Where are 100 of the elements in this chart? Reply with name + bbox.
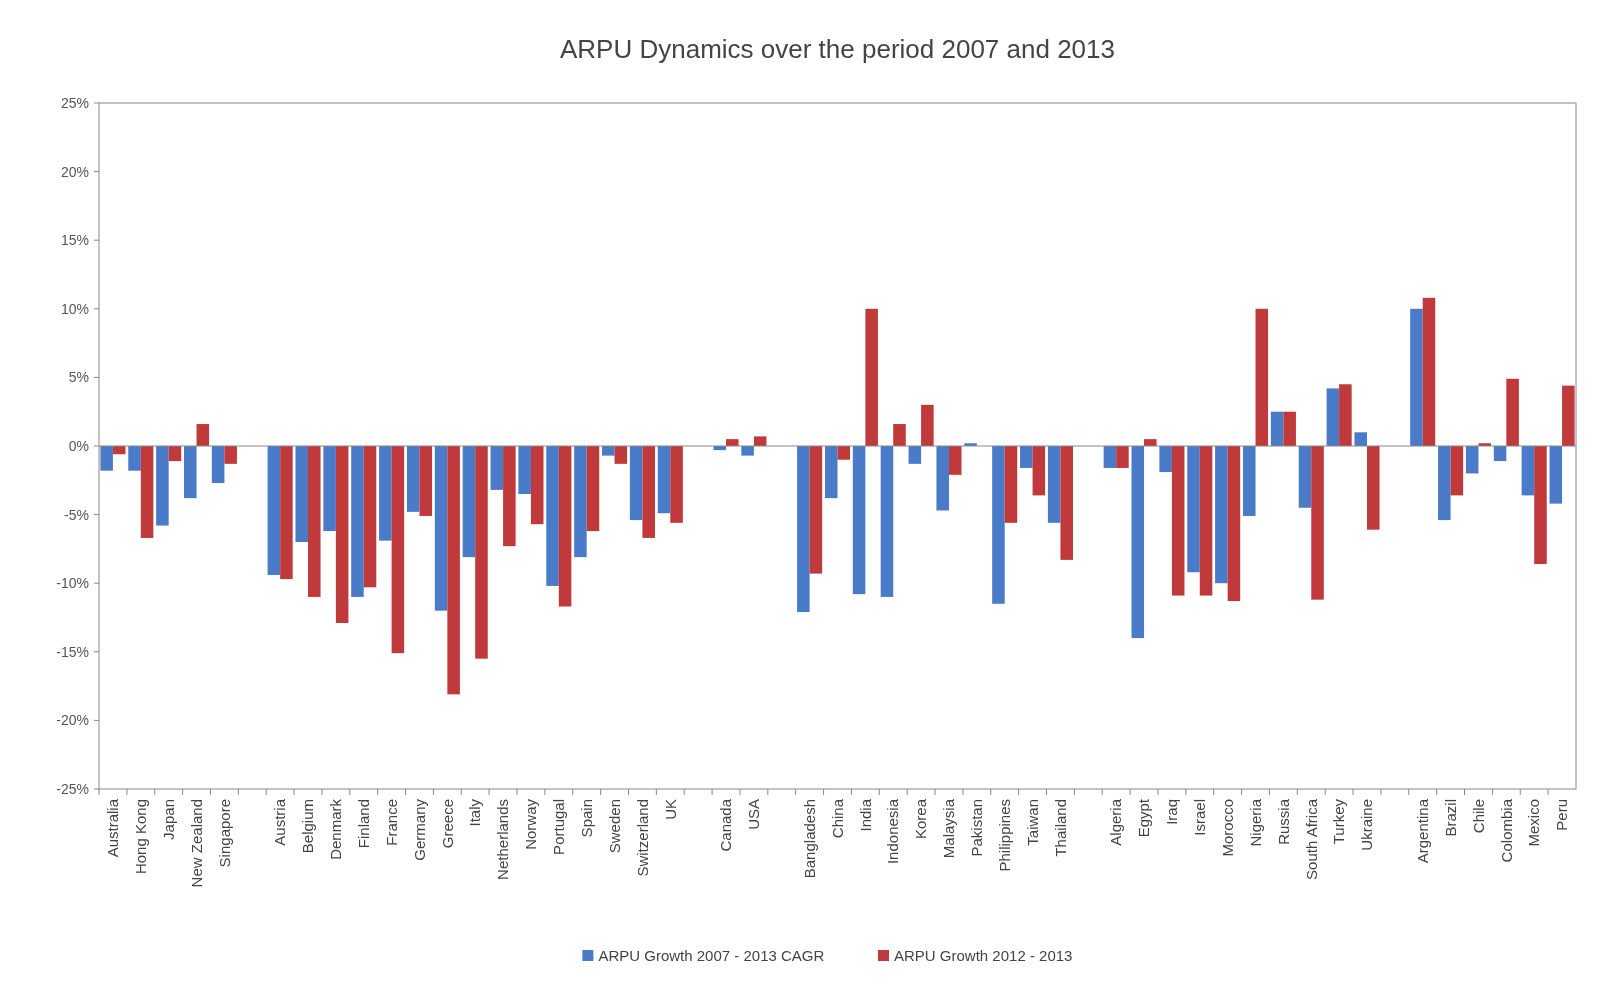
bar	[629, 446, 643, 521]
bar	[490, 446, 504, 490]
x-tick-label: Thailand	[1051, 799, 1069, 857]
x-tick-label: Norway	[522, 798, 540, 850]
x-tick-label: Ukraine	[1358, 799, 1376, 851]
bar	[1199, 446, 1213, 596]
x-tick-label: Bangladesh	[800, 799, 818, 879]
x-tick-label: Japan	[159, 799, 177, 840]
bar	[1506, 378, 1519, 446]
x-tick-label: Denmark	[327, 798, 345, 860]
bar	[574, 446, 587, 558]
bar	[1047, 446, 1061, 523]
legend-label: ARPU Growth 2012 - 2013	[894, 947, 1073, 965]
bar	[880, 446, 894, 597]
bar	[741, 446, 754, 456]
x-tick-label: Egypt	[1135, 798, 1153, 838]
bar	[1534, 446, 1547, 564]
y-tick-label: -15%	[56, 643, 89, 660]
bar	[1270, 411, 1284, 446]
y-tick-label: 20%	[60, 163, 89, 180]
bar	[1339, 384, 1352, 446]
x-tick-label: Taiwan	[1023, 799, 1041, 846]
y-tick-label: -25%	[56, 780, 89, 797]
bar	[1242, 446, 1256, 516]
bar	[753, 436, 767, 446]
bar	[809, 446, 823, 574]
bar	[948, 446, 962, 475]
x-tick-label: Peru	[1553, 799, 1571, 831]
x-tick-label: UK	[661, 799, 679, 820]
x-tick-label: Greece	[438, 799, 456, 849]
bar	[1283, 411, 1296, 446]
bar	[475, 446, 488, 659]
bar	[462, 446, 476, 558]
bar	[211, 446, 225, 484]
bar	[295, 446, 309, 543]
bar	[308, 446, 321, 597]
bar	[824, 446, 838, 499]
y-tick-label: -10%	[56, 575, 89, 592]
x-tick-label: Philippines	[995, 799, 1013, 872]
y-tick-label: 0%	[68, 437, 89, 454]
bar	[602, 446, 615, 456]
x-tick-label: Canada	[717, 798, 735, 852]
bar	[908, 446, 922, 464]
x-tick-label: Nigeria	[1246, 798, 1264, 847]
bar	[1171, 446, 1185, 596]
x-tick-label: Australia	[104, 798, 122, 858]
bar	[1410, 308, 1423, 446]
bar	[419, 446, 433, 516]
bar	[140, 446, 154, 538]
x-tick-label: South Africa	[1302, 798, 1320, 880]
x-tick-label: Pakistan	[968, 799, 986, 857]
bar	[406, 446, 420, 512]
bar	[1326, 388, 1340, 446]
legend-label: ARPU Growth 2007 - 2013 CAGR	[598, 947, 825, 965]
bar	[1227, 446, 1241, 602]
x-tick-label: Italy	[466, 798, 484, 827]
y-tick-label: -5%	[64, 506, 89, 523]
bar	[1521, 446, 1535, 496]
x-tick-label: India	[856, 798, 874, 832]
bar	[1131, 446, 1145, 639]
bar	[1354, 432, 1367, 446]
bar	[614, 446, 628, 464]
x-tick-label: Morocco	[1218, 799, 1236, 857]
bar	[992, 446, 1005, 604]
bar	[1144, 439, 1157, 446]
bar	[936, 446, 949, 511]
bar	[335, 446, 349, 623]
bar	[1103, 446, 1117, 468]
bar	[670, 446, 683, 523]
bar	[224, 446, 237, 464]
bar	[852, 446, 866, 595]
bar	[1116, 446, 1129, 468]
x-tick-label: Russia	[1274, 798, 1292, 845]
y-tick-label: 5%	[68, 369, 89, 386]
bar	[921, 404, 934, 446]
x-tick-label: Belgium	[299, 799, 317, 854]
bar	[1159, 446, 1172, 473]
bar	[530, 446, 544, 525]
y-tick-label: 10%	[60, 300, 89, 317]
bar	[1422, 297, 1436, 446]
bar	[558, 446, 572, 607]
bar	[156, 446, 169, 526]
bar	[1004, 446, 1018, 523]
bar	[1187, 446, 1200, 573]
bar	[1311, 446, 1324, 600]
bar	[726, 439, 739, 446]
x-tick-label: USA	[745, 799, 763, 830]
bar	[586, 446, 600, 532]
bar	[546, 446, 559, 586]
bar	[1450, 446, 1464, 496]
x-tick-label: Brazil	[1441, 799, 1459, 837]
x-tick-label: Chile	[1469, 799, 1487, 834]
x-tick-label: Austria	[271, 798, 289, 846]
x-tick-label: Switzerland	[633, 799, 651, 877]
bar	[196, 424, 210, 446]
bar	[1020, 446, 1033, 468]
x-tick-label: Germany	[410, 798, 428, 861]
x-tick-label: China	[828, 798, 846, 839]
y-tick-label: -20%	[56, 712, 89, 729]
x-tick-label: Singapore	[215, 799, 233, 868]
